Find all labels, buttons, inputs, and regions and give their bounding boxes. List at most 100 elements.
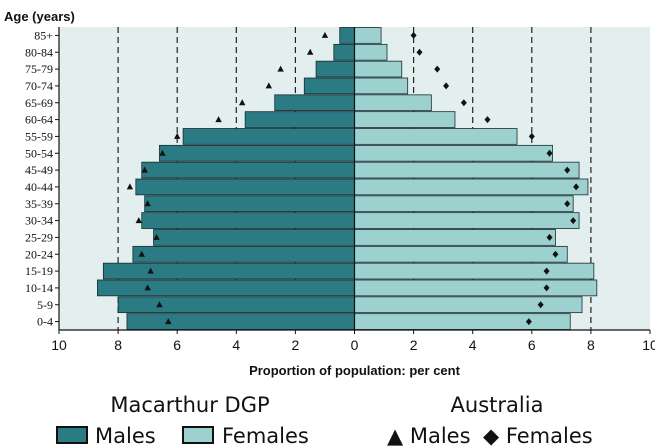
female-bar-15	[354, 279, 598, 297]
australia-male-marker-4	[239, 99, 246, 106]
australia-male-marker-16	[156, 301, 163, 308]
x-tick-label: 4	[232, 337, 240, 353]
legend-group-title: Australia	[451, 393, 544, 417]
female-bar-4	[354, 94, 432, 112]
female-bar-17	[354, 313, 571, 330]
legend: Macarthur DGP Australia Males Females ▲ Male…	[56, 393, 593, 448]
x-tick-label: 6	[173, 337, 181, 353]
australia-female-marker-1	[416, 48, 423, 56]
legend-label-females: Females	[222, 424, 309, 448]
y-tick-label: 75-79	[25, 62, 53, 76]
bars	[97, 27, 598, 330]
female-bar-14	[354, 262, 595, 280]
y-tick-label: 70-74	[25, 79, 53, 93]
y-tick-label: 65-69	[25, 96, 53, 110]
female-bar-9	[354, 178, 589, 196]
male-bar-3	[303, 77, 355, 95]
legend-label-males: Males	[95, 424, 156, 448]
female-bar-13	[354, 245, 568, 263]
male-bar-9	[135, 178, 355, 196]
australia-male-marker-17	[165, 318, 172, 325]
australia-female-marker-4	[460, 99, 467, 107]
australia-female-marker-6	[528, 132, 535, 140]
y-tick-label: 80-84	[25, 45, 53, 59]
australia-female-marker-13	[552, 250, 559, 258]
female-bar-2	[354, 60, 403, 78]
female-bar-10	[354, 195, 574, 213]
x-tick-label: 10	[642, 337, 655, 353]
x-tick-label: 4	[469, 337, 477, 353]
australia-female-marker-15	[543, 284, 550, 292]
australia-female-marker-5	[484, 116, 491, 124]
y-axis-title: Age (years)	[4, 9, 75, 24]
legend-swatch-males	[56, 426, 88, 444]
female-bar-16	[354, 296, 583, 314]
australia-female-marker-10	[564, 200, 571, 208]
y-tick-label: 0-4	[37, 315, 53, 329]
female-bar-8	[354, 161, 580, 179]
australia-male-marker-3	[265, 82, 273, 89]
australia-female-marker-2	[434, 65, 441, 73]
legend-group-title: Macarthur DGP	[110, 393, 269, 417]
female-bar-5	[354, 111, 456, 128]
australia-male-marker-5	[215, 116, 222, 123]
y-tick-label: 25-29	[25, 230, 53, 244]
y-tick-labels: 85+ 80-84 75-79 70-74 65-69 60-64 55-59 50-54 45…	[25, 28, 59, 329]
y-tick-label: 35-39	[25, 197, 53, 211]
male-bar-12	[153, 229, 355, 246]
female-bar-11	[354, 212, 580, 229]
australia-female-marker-14	[543, 267, 550, 275]
male-bar-0	[339, 27, 355, 44]
x-tick-label: 2	[410, 337, 418, 353]
female-bar-3	[354, 77, 409, 95]
y-tick-label: 20-24	[25, 247, 53, 261]
australia-male-marker-8	[141, 166, 148, 173]
australia-male-marker-9	[126, 183, 134, 190]
australia-male-marker-1	[306, 48, 314, 55]
female-bar-12	[354, 229, 556, 246]
y-tick-label: 40-44	[25, 180, 53, 194]
male-bar-10	[144, 195, 355, 213]
australia-male-marker-6	[174, 132, 181, 139]
australia-male-marker-11	[135, 217, 142, 224]
grid-lines	[117, 27, 592, 330]
male-bar-14	[102, 262, 355, 280]
y-tick-label: 50-54	[25, 146, 53, 160]
australia-male-marker-14	[147, 267, 154, 274]
x-tick-labels: 10 8 6 4 2 0 2 4 6 8 10	[51, 330, 655, 353]
australia-female-marker-9	[573, 183, 580, 191]
y-tick-label: 15-19	[25, 264, 53, 278]
female-bar-7	[354, 144, 553, 162]
female-bar-1	[354, 43, 388, 61]
australia-female-marker-11	[570, 217, 577, 225]
legend-entry-australia-males: ▲ Males	[387, 424, 471, 448]
australia-male-marker-15	[144, 284, 151, 291]
australia-male-marker-0	[321, 31, 329, 38]
male-bar-11	[141, 212, 355, 229]
x-tick-label: 0	[351, 337, 359, 353]
y-tick-label: 5-9	[37, 298, 53, 312]
australia-female-marker-12	[546, 233, 553, 241]
male-bar-8	[141, 161, 355, 179]
australia-male-marker-10	[144, 200, 151, 207]
legend-swatch-females	[182, 426, 214, 444]
x-tick-label: 10	[51, 337, 67, 353]
x-tick-label: 2	[292, 337, 300, 353]
male-bar-16	[117, 296, 355, 314]
australia-male-marker-7	[159, 149, 166, 156]
australia-male-marker-12	[153, 233, 160, 240]
female-bar-6	[354, 128, 518, 145]
y-tick-label: 10-14	[25, 281, 53, 295]
y-tick-label: 30-34	[25, 214, 53, 228]
y-tick-label: 85+	[34, 28, 53, 42]
female-bar-0	[354, 27, 382, 44]
australia-female-marker-16	[537, 301, 544, 309]
x-tick-label: 8	[587, 337, 595, 353]
australia-male-marker-2	[277, 65, 284, 72]
male-bar-17	[126, 313, 355, 330]
y-tick-label: 45-49	[25, 163, 53, 177]
male-bar-7	[159, 144, 355, 162]
male-bar-4	[274, 94, 355, 112]
x-tick-label: 8	[114, 337, 122, 353]
